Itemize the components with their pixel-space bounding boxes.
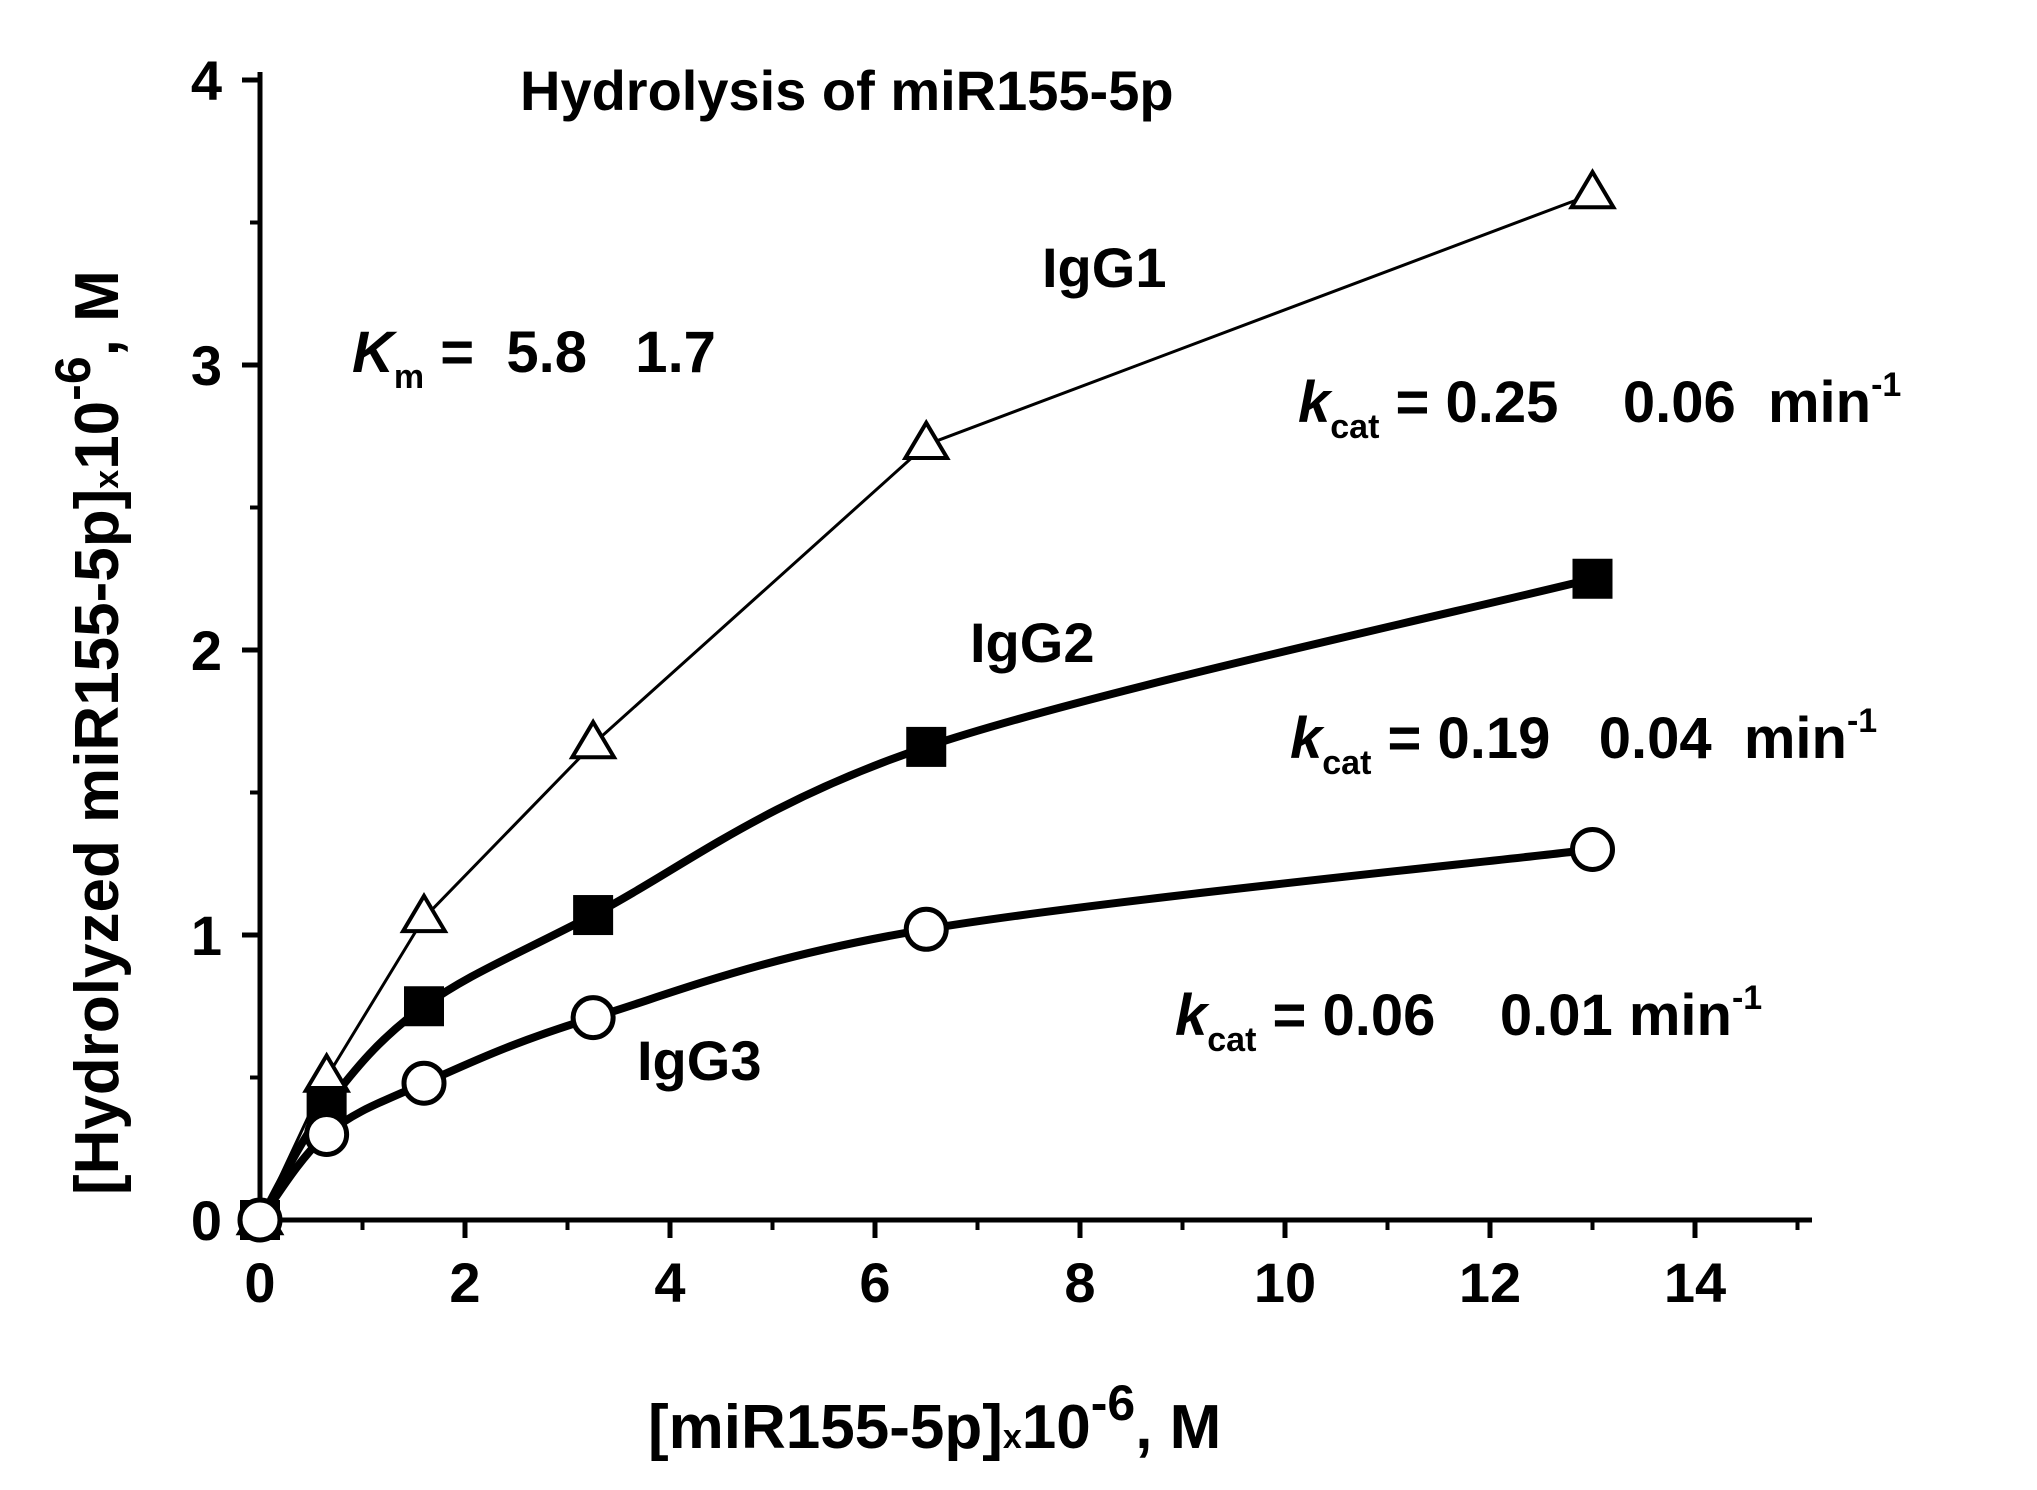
y-axis-title-main: [Hydrolyzed miR155-5p] bbox=[63, 489, 132, 1195]
x-axis-title-unit: , M bbox=[1135, 1393, 1221, 1462]
kcat-igg3-subscript: cat bbox=[1207, 1021, 1256, 1059]
series-markers bbox=[235, 168, 1617, 1243]
data-point-igg1-4 bbox=[901, 418, 951, 460]
km-value: = 5.8 1.7 bbox=[424, 320, 716, 385]
y-tick-label-0: 0 bbox=[191, 1189, 222, 1252]
kcat-igg2-symbol: k bbox=[1290, 706, 1325, 771]
x-tick-label-2: 2 bbox=[449, 1251, 480, 1314]
y-axis-title-times: x bbox=[88, 470, 126, 489]
x-ticks: 0 2 4 6 8 10 12 14 bbox=[244, 1220, 1800, 1314]
data-point-igg1-5 bbox=[1568, 168, 1617, 210]
data-point-igg3-3 bbox=[570, 995, 616, 1041]
y-ticks: 0 1 2 3 4 bbox=[191, 49, 260, 1252]
data-point-igg2-3 bbox=[573, 895, 614, 936]
x-tick-label-6: 6 bbox=[859, 1251, 890, 1314]
x-axis-title: [miR155-5p]x10-6, M bbox=[648, 1375, 1221, 1462]
x-tick-label-4: 4 bbox=[654, 1251, 685, 1314]
x-axis-title-exp: -6 bbox=[1091, 1375, 1135, 1431]
kcat-igg2-superscript: -1 bbox=[1847, 702, 1877, 740]
kcat-igg1-superscript: -1 bbox=[1871, 366, 1901, 404]
kcat-igg3-value: = 0.06 0.01 min bbox=[1256, 983, 1732, 1048]
x-tick-label-12: 12 bbox=[1459, 1251, 1521, 1314]
data-point-igg2-2 bbox=[404, 986, 444, 1027]
y-tick-label-4: 4 bbox=[191, 49, 222, 112]
kcat-igg2-subscript: cat bbox=[1322, 744, 1371, 782]
x-tick-label-8: 8 bbox=[1064, 1251, 1095, 1314]
kcat-igg1-value: = 0.25 0.06 min bbox=[1379, 370, 1871, 435]
data-point-igg3-2 bbox=[401, 1060, 447, 1106]
x-axis-title-main: [miR155-5p] bbox=[648, 1393, 1003, 1462]
y-axis-title: [Hydrolyzed miR155-5p]x10-6, M bbox=[45, 270, 132, 1195]
y-axis-title-exp: -6 bbox=[45, 356, 101, 400]
data-point-igg3-0 bbox=[237, 1197, 283, 1243]
y-tick-label-1: 1 bbox=[191, 904, 222, 967]
data-point-igg2-5 bbox=[1572, 558, 1613, 599]
series-label-igg1: IgG1 bbox=[1042, 236, 1166, 299]
series-label-igg3: IgG3 bbox=[637, 1029, 761, 1092]
x-tick-label-0: 0 bbox=[244, 1251, 275, 1314]
y-tick-label-3: 3 bbox=[191, 334, 222, 397]
x-axis-title-times: x bbox=[1003, 1418, 1022, 1456]
series-label-igg2: IgG2 bbox=[970, 611, 1094, 674]
x-axis-title-base: 10 bbox=[1022, 1393, 1091, 1462]
data-point-igg1-2 bbox=[399, 891, 449, 934]
kcat-igg2-value: = 0.19 0.04 min bbox=[1371, 706, 1847, 771]
kcat-igg1-symbol: k bbox=[1298, 370, 1333, 435]
kcat-igg3-symbol: k bbox=[1175, 983, 1210, 1048]
kcat-igg1-subscript: cat bbox=[1330, 408, 1379, 446]
kcat-igg3-superscript: -1 bbox=[1732, 979, 1762, 1017]
x-tick-label-10: 10 bbox=[1254, 1251, 1316, 1314]
y-axis-title-unit: , M bbox=[63, 270, 132, 356]
x-tick-label-14: 14 bbox=[1664, 1251, 1726, 1314]
y-axis-title-base: 10 bbox=[63, 401, 132, 470]
data-point-igg3-1 bbox=[304, 1112, 350, 1157]
data-point-igg1-3 bbox=[568, 718, 618, 760]
y-tick-label-2: 2 bbox=[191, 619, 222, 682]
series-line-igg2 bbox=[256, 574, 1597, 1224]
km-subscript: m bbox=[394, 358, 424, 396]
kcat-igg2-annotation: kcat = 0.19 0.04 min-1 bbox=[1290, 702, 1877, 782]
km-annotation: Km = 5.8 1.7 bbox=[352, 320, 716, 396]
data-point-igg1-1 bbox=[302, 1051, 352, 1093]
data-point-igg3-4 bbox=[903, 906, 949, 952]
data-point-igg2-4 bbox=[906, 726, 947, 767]
kcat-igg3-annotation: kcat = 0.06 0.01 min-1 bbox=[1175, 979, 1762, 1059]
km-symbol: K bbox=[352, 320, 398, 385]
kcat-igg1-annotation: kcat = 0.25 0.06 min-1 bbox=[1298, 366, 1901, 446]
data-point-igg3-5 bbox=[1570, 827, 1615, 872]
chart-title: Hydrolysis of miR155-5p bbox=[520, 59, 1174, 122]
